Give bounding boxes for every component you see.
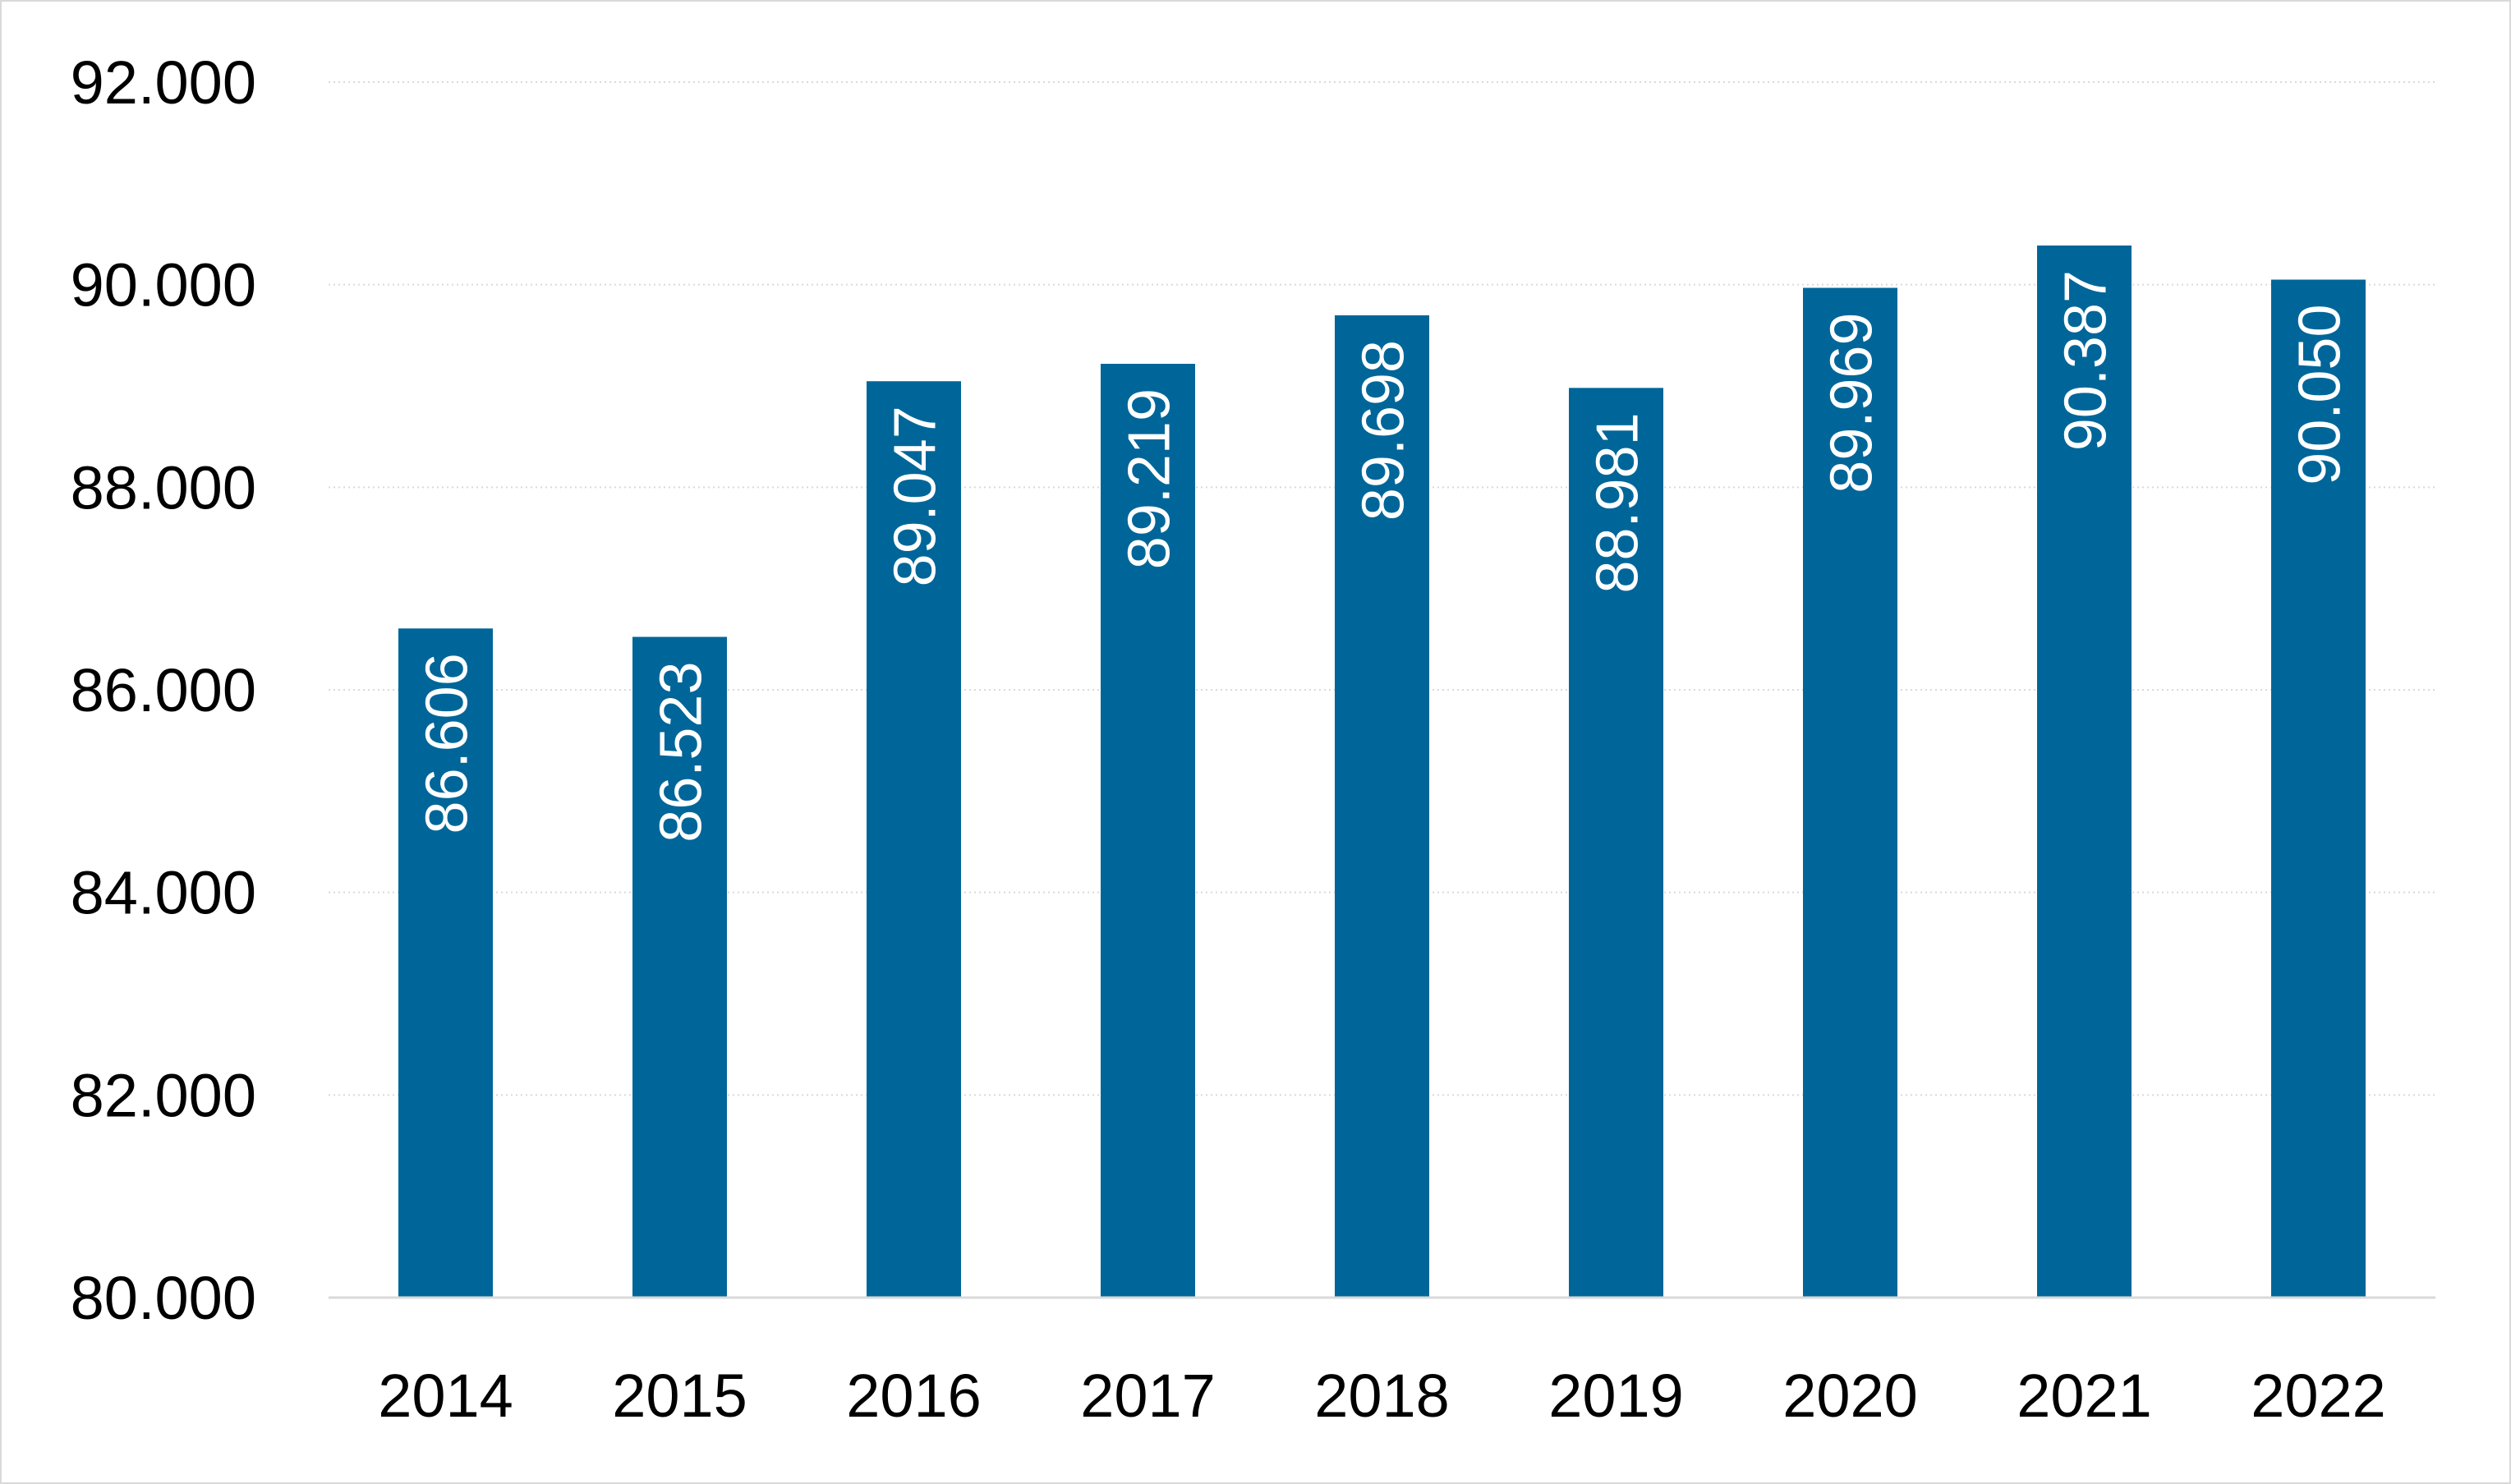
- bar-2019: [1569, 388, 1663, 1298]
- x-tick-label: 2022: [2251, 1362, 2386, 1430]
- axes: 80.000 82.000 84.000 86.000 88.000 90.000 92.0…: [71, 48, 2435, 1430]
- x-tick-label: 2020: [1782, 1362, 1918, 1430]
- x-tick-label: 2021: [2017, 1362, 2152, 1430]
- x-tick-label: 2018: [1314, 1362, 1450, 1430]
- x-tick-label: 2014: [378, 1362, 513, 1430]
- bar-2014: [398, 628, 493, 1298]
- x-tick-label: 2015: [612, 1362, 747, 1430]
- x-tick-label: 2016: [846, 1362, 982, 1430]
- labels: 86.606 86.523 89.047 89.219 89.698 88.981 89.9…: [415, 270, 2353, 843]
- data-label-2021: 90.387: [2053, 270, 2119, 451]
- data-label-2015: 86.523: [649, 661, 715, 842]
- x-tick-label: 2017: [1080, 1362, 1216, 1430]
- bar-2015: [632, 636, 727, 1298]
- bar-2018: [1335, 315, 1429, 1298]
- y-tick-label: 90.000: [71, 251, 256, 319]
- bars: [398, 245, 2366, 1298]
- bar-2016: [867, 381, 961, 1298]
- data-label-2022: 90.050: [2288, 305, 2353, 485]
- data-label-2019: 88.981: [1585, 412, 1651, 593]
- data-label-2016: 89.047: [883, 406, 949, 586]
- bar-2022: [2271, 279, 2366, 1298]
- y-tick-label: 88.000: [71, 453, 256, 521]
- bar-2020: [1803, 287, 1897, 1298]
- y-tick-label: 86.000: [71, 656, 256, 724]
- y-tick-label: 80.000: [71, 1264, 256, 1332]
- y-tick-label: 92.000: [71, 48, 256, 117]
- bar-2021: [2037, 245, 2132, 1298]
- x-tick-label: 2019: [1548, 1362, 1684, 1430]
- y-tick-label: 82.000: [71, 1061, 256, 1129]
- data-label-2017: 89.219: [1117, 388, 1183, 569]
- data-label-2014: 86.606: [415, 653, 481, 834]
- bar-2017: [1101, 363, 1195, 1298]
- data-label-2020: 89.969: [1819, 312, 1885, 493]
- data-label-2018: 89.698: [1351, 340, 1417, 521]
- y-tick-label: 84.000: [71, 859, 256, 927]
